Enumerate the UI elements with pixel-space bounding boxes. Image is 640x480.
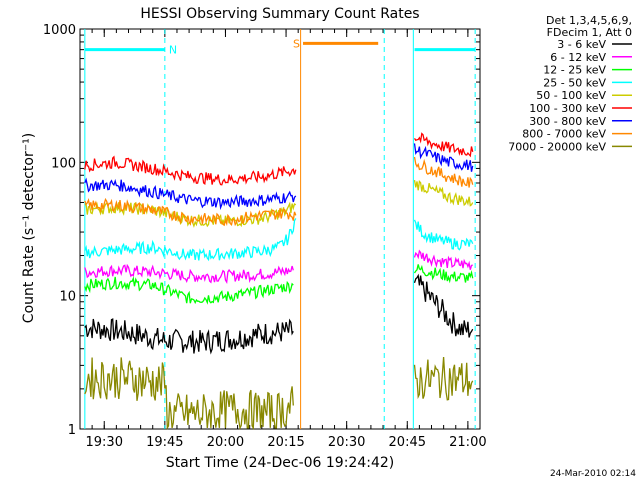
y-tick-label: 10 bbox=[59, 290, 76, 305]
series-line bbox=[413, 179, 474, 207]
timestamp-label: 24-Mar-2010 02:14 bbox=[550, 469, 636, 479]
legend-entry-label: 12 - 25 keV bbox=[543, 64, 606, 77]
series-line bbox=[413, 249, 473, 270]
series-line bbox=[84, 318, 294, 355]
plot-frame bbox=[79, 28, 481, 430]
y-tick-label: 1 bbox=[68, 423, 76, 438]
series-line bbox=[413, 264, 474, 284]
series-line bbox=[413, 132, 474, 158]
series-line bbox=[84, 357, 294, 431]
series-line bbox=[413, 273, 474, 338]
x-tick-label: 20:15 bbox=[267, 435, 304, 450]
x-axis-label: Start Time (24-Dec-06 19:24:42) bbox=[166, 455, 394, 471]
legend-entry-label: 7000 - 20000 keV bbox=[508, 140, 606, 153]
x-tick-label: 20:00 bbox=[207, 435, 244, 450]
series-line bbox=[84, 263, 294, 284]
chart-title: HESSI Observing Summary Count Rates bbox=[140, 6, 419, 22]
legend: Det 1,3,4,5,6,9,FDecim 1, Att 03 - 6 keV… bbox=[508, 14, 632, 153]
series-line bbox=[84, 276, 294, 305]
y-tick-label: 1000 bbox=[43, 23, 76, 38]
plot-area: 1 10 100 1000 19:30 19:45 20:00 20:15 20:30 20:45… bbox=[43, 23, 487, 450]
series-line bbox=[84, 155, 297, 186]
legend-header: FDecim 1, Att 0 bbox=[547, 26, 632, 39]
legend-entry-label: 300 - 800 keV bbox=[529, 115, 606, 128]
legend-entry-label: 800 - 7000 keV bbox=[522, 128, 606, 141]
legend-entry-label: 6 - 12 keV bbox=[550, 51, 606, 64]
x-tick-label: 21:00 bbox=[449, 435, 486, 450]
legend-entry-label: 50 - 100 keV bbox=[536, 89, 606, 102]
series-line bbox=[84, 177, 297, 211]
x-tick-label: 19:30 bbox=[86, 435, 123, 450]
x-tick-label: 20:45 bbox=[389, 435, 426, 450]
series-line bbox=[84, 197, 297, 227]
series-line bbox=[413, 219, 474, 251]
legend-entry-label: 100 - 300 keV bbox=[529, 102, 606, 115]
legend-entry-label: 25 - 50 keV bbox=[543, 76, 606, 89]
annotation-label: S bbox=[293, 37, 300, 50]
series-line bbox=[413, 357, 474, 401]
x-tick-label: 20:30 bbox=[328, 435, 365, 450]
legend-entry-label: 3 - 6 keV bbox=[557, 38, 606, 51]
annotation-label: N bbox=[169, 44, 177, 57]
series-line bbox=[413, 156, 474, 188]
series-line bbox=[84, 218, 297, 262]
x-tick-label: 19:45 bbox=[146, 435, 183, 450]
series-line bbox=[413, 143, 474, 172]
y-tick-label: 100 bbox=[51, 156, 76, 171]
y-axis-label: Count Rate (s⁻¹ detector⁻¹) bbox=[21, 133, 37, 323]
legend-header: Det 1,3,4,5,6,9, bbox=[546, 14, 632, 27]
